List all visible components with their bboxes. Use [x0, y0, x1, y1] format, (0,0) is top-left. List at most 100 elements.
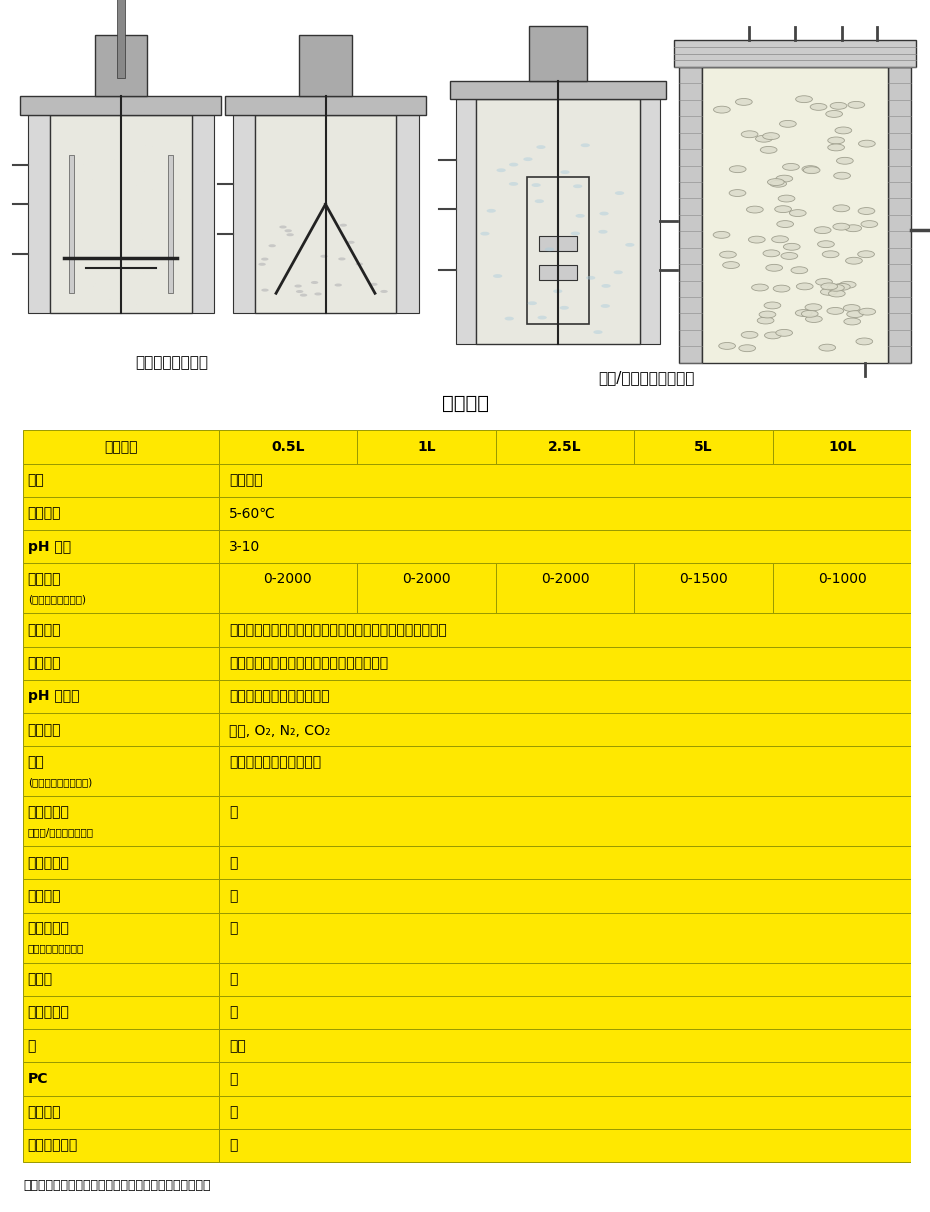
Bar [219, 747, 911, 796]
Text: （气升/流化床反应器）: （气升/流化床反应器） [28, 828, 94, 837]
Text: 0-2000: 0-2000 [263, 572, 312, 587]
Circle shape [795, 309, 812, 316]
Circle shape [486, 208, 496, 212]
Circle shape [380, 290, 388, 293]
Bar [23, 1130, 219, 1162]
Circle shape [815, 227, 831, 234]
Circle shape [713, 107, 730, 113]
Text: 10L: 10L [828, 440, 857, 454]
Circle shape [844, 304, 860, 311]
Bar [23, 846, 219, 880]
Circle shape [537, 145, 546, 149]
Bar [23, 747, 219, 796]
Circle shape [527, 302, 537, 305]
Text: 电磁离合器: 电磁离合器 [28, 921, 70, 936]
Bar [219, 680, 911, 713]
Bar [219, 530, 911, 564]
Circle shape [791, 267, 808, 274]
Bar [117, 0, 125, 78]
Circle shape [826, 110, 843, 118]
Bar [23, 796, 219, 846]
Bar [23, 464, 219, 497]
Text: 高压灌菌: 高压灌菌 [230, 473, 263, 487]
Text: 气升/流化床生物反应器: 气升/流化床生物反应器 [598, 371, 695, 385]
Text: 气体供应: 气体供应 [28, 722, 61, 737]
Circle shape [755, 136, 772, 142]
Bar [23, 680, 219, 713]
Circle shape [839, 281, 856, 288]
Circle shape [861, 221, 878, 228]
Circle shape [593, 330, 603, 335]
Circle shape [296, 290, 303, 293]
Text: 数据采集: 数据采集 [28, 1105, 61, 1120]
Text: 搦拌速度: 搦拌速度 [28, 572, 61, 587]
Bar [773, 564, 911, 613]
Circle shape [749, 236, 765, 244]
Bar [219, 796, 911, 846]
Circle shape [770, 181, 787, 187]
Text: 技术参数: 技术参数 [442, 394, 488, 412]
Circle shape [833, 205, 850, 212]
Bar [527, 177, 589, 324]
Circle shape [261, 258, 269, 261]
Text: PC: PC [28, 1073, 48, 1086]
Bar [20, 96, 221, 115]
Circle shape [311, 281, 318, 284]
Bar [219, 1096, 911, 1130]
Circle shape [355, 263, 363, 265]
Circle shape [614, 270, 623, 274]
Bar [888, 67, 911, 362]
Circle shape [560, 305, 569, 310]
Circle shape [259, 263, 266, 265]
Circle shape [723, 262, 739, 269]
Circle shape [741, 331, 758, 338]
Circle shape [713, 231, 730, 239]
Bar [23, 1029, 219, 1063]
Text: 采样系统: 采样系统 [28, 890, 61, 903]
Text: 废气冷凝器: 废气冷凝器 [28, 856, 70, 870]
Circle shape [299, 293, 307, 297]
Text: 搦拌: 搦拌 [28, 755, 45, 770]
Bar [23, 913, 219, 962]
Text: 过程控制系统: 过程控制系统 [28, 1138, 78, 1153]
Circle shape [493, 274, 502, 278]
Text: 潜水管: 潜水管 [28, 972, 53, 987]
Circle shape [844, 318, 860, 325]
Text: 空气, O₂, N₂, CO₂: 空气, O₂, N₂, CO₂ [230, 722, 331, 737]
Bar [28, 115, 50, 313]
Bar [219, 913, 911, 962]
Circle shape [497, 168, 506, 172]
Bar [640, 99, 660, 344]
Bar [679, 67, 702, 362]
Circle shape [796, 96, 813, 103]
Circle shape [858, 141, 875, 147]
Circle shape [576, 215, 585, 218]
Bar [357, 430, 496, 464]
Circle shape [339, 224, 347, 227]
Circle shape [783, 244, 800, 250]
Bar [634, 430, 773, 464]
Circle shape [764, 332, 781, 339]
Circle shape [776, 176, 792, 182]
Text: 5-60℃: 5-60℃ [230, 507, 276, 520]
Circle shape [370, 282, 378, 286]
Circle shape [720, 251, 737, 258]
Circle shape [763, 132, 779, 139]
Circle shape [538, 315, 547, 320]
Circle shape [586, 276, 595, 280]
Bar [95, 35, 147, 96]
Circle shape [828, 137, 844, 144]
Bar [23, 613, 219, 646]
Text: 是: 是 [230, 856, 238, 870]
Bar [219, 464, 911, 497]
Bar [219, 996, 911, 1029]
Bar [23, 497, 219, 530]
Text: （仅搦拌型反应器）: （仅搦拌型反应器） [28, 944, 84, 954]
Text: 是: 是 [230, 1073, 238, 1086]
Bar [23, 880, 219, 913]
Bar [219, 962, 911, 996]
Text: 是: 是 [230, 890, 238, 903]
Bar [225, 96, 426, 115]
Circle shape [782, 164, 799, 171]
Circle shape [833, 172, 850, 179]
